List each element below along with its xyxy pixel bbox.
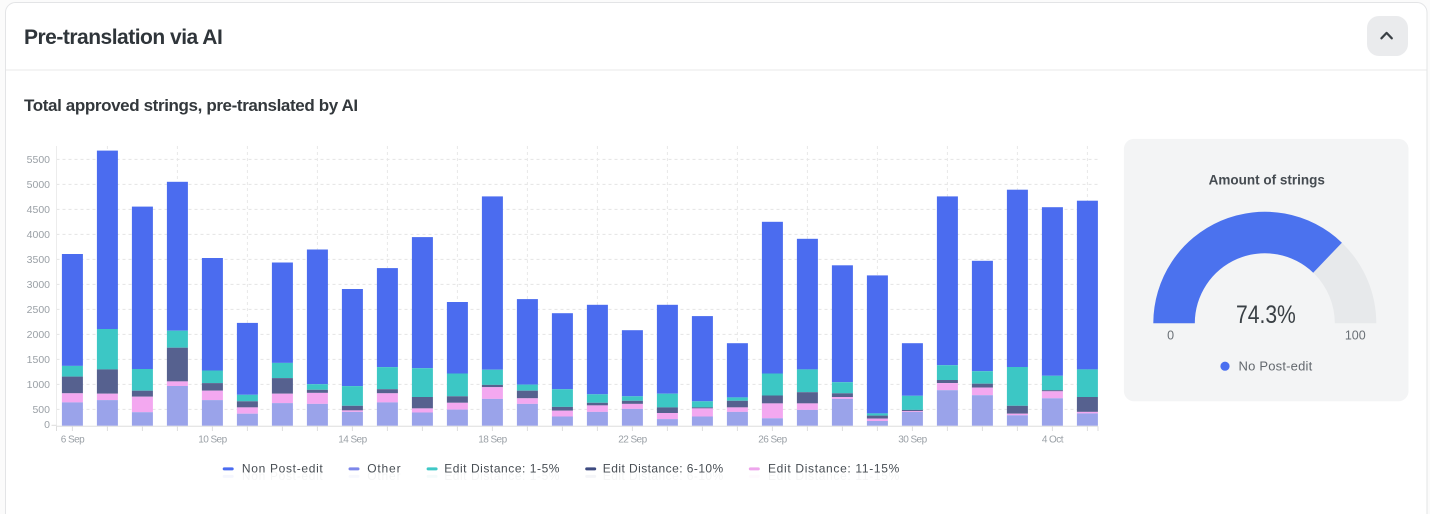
svg-text:30 Sep: 30 Sep xyxy=(898,435,927,446)
svg-text:1500: 1500 xyxy=(27,354,51,366)
svg-text:Edit Distance: 1-5%: Edit Distance: 1-5% xyxy=(444,469,560,483)
svg-text:Non Post-edit: Non Post-edit xyxy=(242,461,324,475)
svg-text:Edit Distance: 6-10%: Edit Distance: 6-10% xyxy=(603,469,724,483)
svg-text:4500: 4500 xyxy=(27,204,51,216)
svg-text:Total approved strings, pre-tr: Total approved strings, pre-translated b… xyxy=(24,96,358,115)
svg-text:74.3%: 74.3% xyxy=(1236,300,1296,328)
svg-text:Edit Distance: 11-15%: Edit Distance: 11-15% xyxy=(768,469,900,483)
svg-text:Edit Distance: 11-15%: Edit Distance: 11-15% xyxy=(768,461,900,475)
svg-text:Other: Other xyxy=(367,469,401,483)
svg-text:500: 500 xyxy=(32,404,50,416)
svg-text:22 Sep: 22 Sep xyxy=(618,435,647,446)
svg-text:Pre-translation via AI: Pre-translation via AI xyxy=(24,26,222,49)
svg-text:2000: 2000 xyxy=(27,329,51,341)
svg-text:1000: 1000 xyxy=(27,379,51,391)
svg-text:14 Sep: 14 Sep xyxy=(338,435,367,446)
svg-text:100: 100 xyxy=(1345,329,1366,343)
svg-text:10 Sep: 10 Sep xyxy=(198,435,227,446)
svg-text:5500: 5500 xyxy=(27,154,51,166)
svg-text:Other: Other xyxy=(367,461,401,475)
svg-text:3500: 3500 xyxy=(27,254,51,266)
svg-text:4000: 4000 xyxy=(27,229,51,241)
svg-text:0: 0 xyxy=(44,419,50,431)
svg-text:6 Sep: 6 Sep xyxy=(61,435,85,446)
svg-text:0: 0 xyxy=(1167,329,1174,343)
svg-text:Edit Distance: 6-10%: Edit Distance: 6-10% xyxy=(603,461,724,475)
svg-text:2500: 2500 xyxy=(27,304,51,316)
svg-text:4 Oct: 4 Oct xyxy=(1042,435,1064,446)
svg-text:26 Sep: 26 Sep xyxy=(758,435,787,446)
svg-text:Amount of strings: Amount of strings xyxy=(1209,173,1325,188)
svg-text:Edit Distance: 1-5%: Edit Distance: 1-5% xyxy=(444,461,560,475)
svg-text:18 Sep: 18 Sep xyxy=(478,435,507,446)
svg-text:5000: 5000 xyxy=(27,179,51,191)
svg-text:No Post-edit: No Post-edit xyxy=(1239,359,1313,374)
svg-text:Non Post-edit: Non Post-edit xyxy=(242,469,324,483)
svg-text:3000: 3000 xyxy=(27,279,51,291)
